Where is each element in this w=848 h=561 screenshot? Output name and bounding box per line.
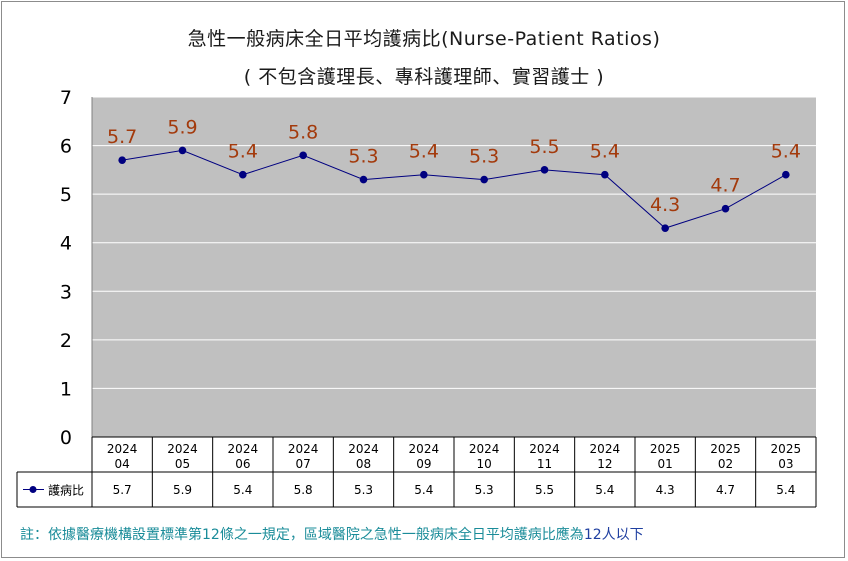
table-value: 5.5 (535, 483, 554, 497)
x-tick-label: 12 (597, 457, 612, 471)
x-tick-label: 2024 (529, 442, 560, 456)
data-label: 5.8 (288, 121, 318, 143)
table-value: 5.4 (233, 483, 252, 497)
x-tick-label: 2025 (771, 442, 802, 456)
x-tick-label: 05 (175, 457, 190, 471)
table-value: 5.4 (414, 483, 433, 497)
x-tick-label: 2025 (710, 442, 741, 456)
data-label: 5.4 (590, 141, 620, 163)
data-point (540, 166, 549, 174)
x-tick-label: 2025 (650, 442, 681, 456)
data-label: 5.4 (409, 141, 439, 163)
x-tick-label: 11 (537, 457, 552, 471)
x-tick-label: 2024 (288, 442, 319, 456)
chart-subtitle: ( 不包含護理長、專科護理師、實習護士 ) (243, 66, 605, 88)
legend-marker (29, 486, 37, 493)
x-tick-label: 02 (718, 457, 733, 471)
y-tick-label: 1 (60, 378, 72, 400)
y-tick-label: 4 (60, 233, 72, 255)
data-label: 5.4 (228, 141, 258, 163)
data-point (480, 175, 488, 184)
legend-label: 護病比 (48, 483, 84, 498)
data-point (420, 170, 428, 179)
x-tick-label: 2024 (107, 442, 138, 456)
data-label: 5.4 (771, 141, 801, 163)
x-tick-label: 07 (296, 457, 311, 471)
x-tick-label: 01 (658, 457, 673, 471)
plot-area (92, 97, 816, 437)
table-value: 5.8 (294, 483, 313, 497)
x-tick-label: 2024 (348, 442, 379, 456)
data-label: 4.3 (650, 194, 680, 216)
y-tick-label: 0 (60, 427, 72, 449)
data-label: 5.7 (107, 126, 137, 148)
data-point (118, 156, 126, 164)
y-tick-label: 5 (60, 184, 72, 206)
data-point (601, 170, 609, 179)
footnote-text: 註：依據醫療機構設置標準第12條之一規定，區域醫院之急性一般病床全日平均護病比應… (20, 527, 584, 543)
x-tick-label: 09 (416, 457, 431, 471)
x-tick-label: 2024 (469, 442, 500, 456)
series-line (122, 149, 787, 229)
footnote-highlight: 12人以下 (583, 527, 644, 543)
x-tick-label: 08 (356, 457, 371, 471)
data-point (299, 151, 307, 160)
y-tick-label: 3 (60, 281, 72, 303)
data-point (359, 175, 368, 184)
y-tick-label: 7 (60, 87, 72, 109)
table-value: 5.4 (595, 483, 614, 497)
x-tick-label: 03 (778, 457, 793, 471)
data-point (239, 170, 247, 179)
x-tick-label: 2024 (167, 442, 198, 456)
y-tick-label: 2 (60, 330, 72, 352)
table-value: 4.3 (656, 483, 675, 497)
x-tick-label: 2024 (590, 442, 621, 456)
data-point (721, 204, 730, 213)
x-tick-label: 2024 (228, 442, 259, 456)
chart-title: 急性一般病床全日平均護病比(Nurse-Patient Ratios) (187, 28, 661, 50)
x-tick-label: 2024 (409, 442, 440, 456)
table-value: 5.9 (173, 483, 192, 497)
data-label: 5.3 (348, 146, 378, 168)
data-label: 4.7 (710, 175, 740, 197)
table-value: 5.3 (475, 483, 494, 497)
table-value: 5.7 (113, 483, 132, 497)
table-value: 4.7 (716, 483, 735, 497)
table-value: 5.3 (354, 483, 373, 497)
data-point (782, 170, 790, 179)
data-point (661, 224, 669, 232)
table-value: 5.4 (776, 483, 795, 497)
data-point (178, 146, 187, 155)
footnote: 註：依據醫療機構設置標準第12條之一規定，區域醫院之急性一般病床全日平均護病比應… (20, 524, 644, 544)
x-tick-label: 06 (235, 457, 250, 471)
data-label: 5.5 (529, 136, 559, 158)
x-tick-label: 04 (115, 457, 130, 471)
y-tick-label: 6 (60, 136, 72, 158)
data-label: 5.3 (469, 146, 499, 168)
x-tick-label: 10 (477, 457, 492, 471)
data-label: 5.9 (167, 116, 197, 138)
